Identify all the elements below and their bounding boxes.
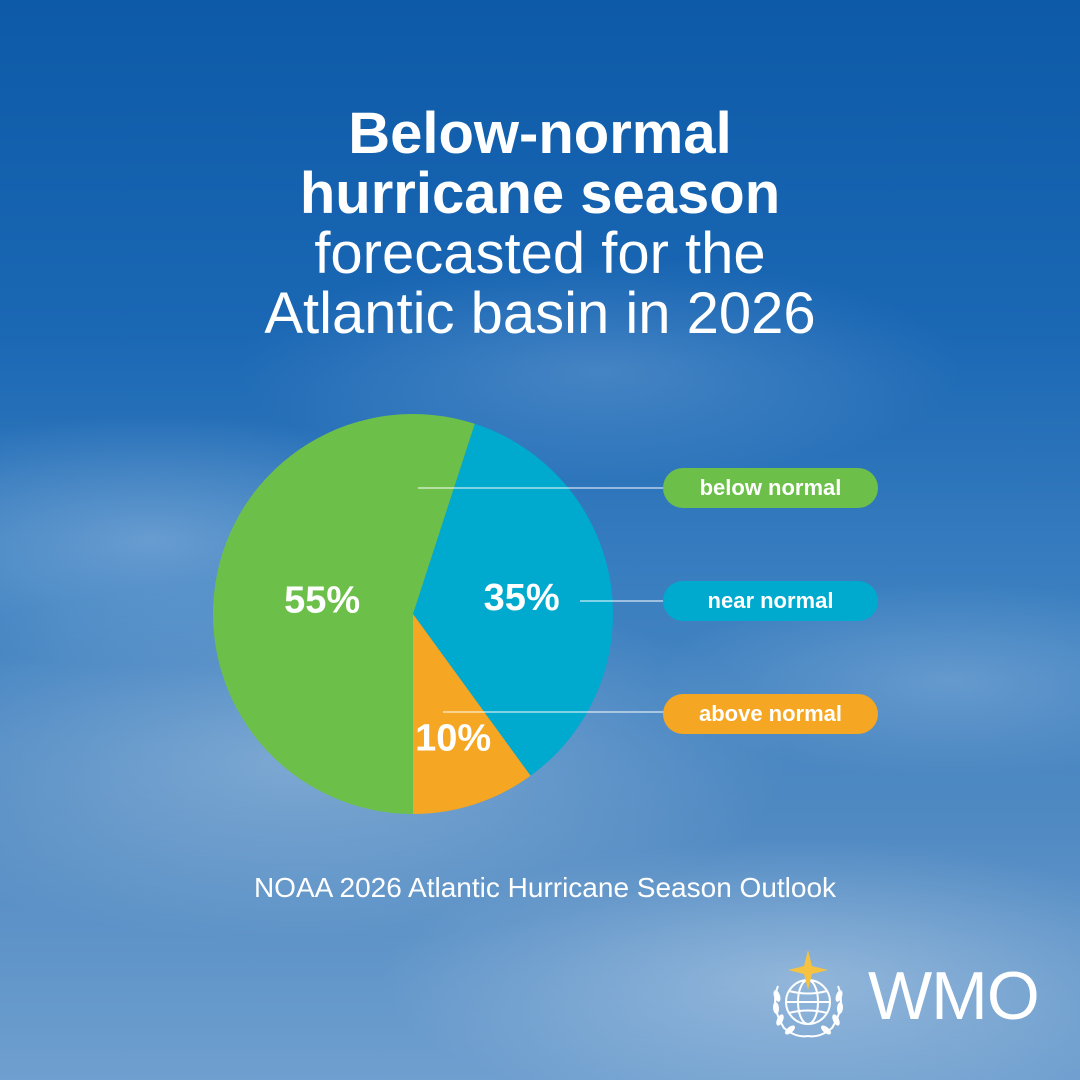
wmo-emblem-icon [772,950,844,1038]
data-label-above-normal: 10% [415,718,491,760]
pie-slice-near-normal [413,423,613,776]
pie-slice-below-normal [212,413,475,814]
legend-pill-below-normal: below normal [663,468,878,508]
title-line-2: hurricane season [299,161,781,226]
wmo-logo-text: WMO [868,958,1040,1034]
source-note: NOAA 2026 Atlantic Hurricane Season Outl… [253,872,837,903]
title-line-4: Atlantic basin in 2026 [264,281,816,346]
legend-pill-near-normal: near normal [663,581,878,621]
title-line-1: Below-normal [348,101,732,166]
data-label-below-normal: 55% [284,580,360,622]
title-line-3: forecasted for the [314,221,766,286]
chart-title: Below-normal hurricane season forecasted… [0,104,1080,344]
legend-pill-above-normal: above normal [663,694,878,734]
pie-slice-above-normal [413,614,531,814]
wmo-logo: WMO [758,946,1058,1046]
data-label-near-normal: 35% [484,577,560,619]
